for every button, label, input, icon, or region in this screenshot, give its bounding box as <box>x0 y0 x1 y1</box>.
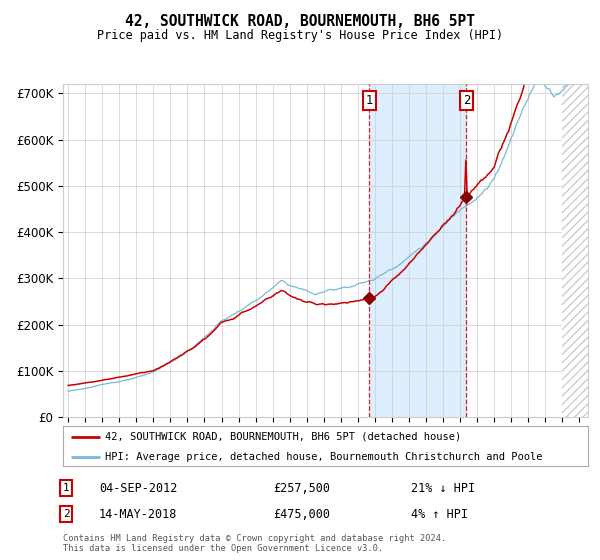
Text: 42, SOUTHWICK ROAD, BOURNEMOUTH, BH6 5PT (detached house): 42, SOUTHWICK ROAD, BOURNEMOUTH, BH6 5PT… <box>105 432 461 442</box>
Text: 1: 1 <box>365 94 373 107</box>
Text: £257,500: £257,500 <box>273 482 330 495</box>
Text: 14-MAY-2018: 14-MAY-2018 <box>99 507 178 521</box>
Text: 4% ↑ HPI: 4% ↑ HPI <box>411 507 468 521</box>
Bar <box>562 84 600 417</box>
Text: 21% ↓ HPI: 21% ↓ HPI <box>411 482 475 495</box>
Text: 04-SEP-2012: 04-SEP-2012 <box>99 482 178 495</box>
Bar <box>370 84 466 417</box>
Text: Contains HM Land Registry data © Crown copyright and database right 2024.
This d: Contains HM Land Registry data © Crown c… <box>63 534 446 553</box>
Text: 42, SOUTHWICK ROAD, BOURNEMOUTH, BH6 5PT: 42, SOUTHWICK ROAD, BOURNEMOUTH, BH6 5PT <box>125 14 475 29</box>
Text: Price paid vs. HM Land Registry's House Price Index (HPI): Price paid vs. HM Land Registry's House … <box>97 29 503 42</box>
Text: 2: 2 <box>463 94 470 107</box>
Text: £475,000: £475,000 <box>273 507 330 521</box>
Text: 2: 2 <box>62 509 70 519</box>
Text: 1: 1 <box>62 483 70 493</box>
Text: HPI: Average price, detached house, Bournemouth Christchurch and Poole: HPI: Average price, detached house, Bour… <box>105 452 542 462</box>
